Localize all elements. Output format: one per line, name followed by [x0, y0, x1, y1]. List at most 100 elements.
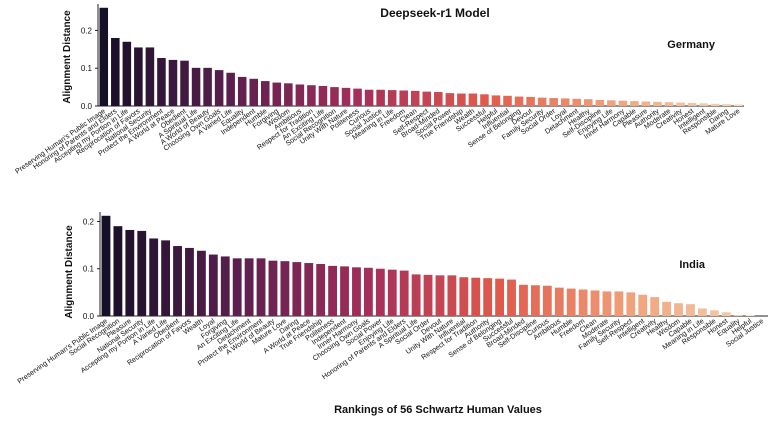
bar — [161, 240, 171, 316]
bar — [208, 254, 218, 316]
bar — [491, 95, 501, 106]
bar — [674, 303, 683, 316]
bar — [237, 76, 247, 106]
bar — [249, 78, 258, 106]
bar — [272, 82, 282, 106]
bar — [471, 277, 481, 316]
bar — [387, 269, 397, 316]
bar — [468, 93, 478, 106]
bar — [363, 267, 373, 316]
bar — [387, 90, 397, 106]
bar — [686, 304, 695, 316]
bar — [180, 60, 189, 106]
bar — [157, 58, 166, 106]
bar — [399, 270, 409, 316]
india-chart: India Alignment Distance 0.0 0.1 0.2 Preser… — [15, 212, 768, 386]
bar — [602, 291, 612, 316]
figure-title: Deepseek-r1 Model — [380, 6, 489, 20]
bar — [578, 289, 588, 316]
bar — [411, 274, 421, 316]
bar — [584, 99, 593, 106]
bar — [284, 83, 293, 106]
bar — [733, 315, 743, 316]
bar — [137, 230, 147, 316]
bar — [687, 102, 697, 106]
bar — [134, 47, 143, 106]
bar — [423, 274, 433, 316]
bar — [122, 41, 132, 106]
y-tick-label: 0.2 — [83, 217, 95, 226]
bar — [232, 258, 242, 316]
bar — [220, 256, 230, 316]
bar — [526, 96, 535, 106]
bar — [650, 297, 660, 316]
bar — [566, 288, 576, 316]
bar — [352, 267, 361, 316]
bar — [173, 246, 182, 316]
bar — [196, 250, 206, 316]
bar — [410, 90, 420, 106]
bar — [145, 47, 155, 106]
germany-chart: Germany Alignment Distance 0.00.10.2Pres… — [13, 4, 744, 176]
y-tick-label: 0.1 — [81, 64, 93, 73]
bar — [99, 7, 109, 107]
bar — [445, 93, 455, 106]
bar — [483, 278, 493, 316]
bar — [733, 104, 743, 106]
bar — [542, 285, 552, 316]
bar — [203, 67, 212, 106]
bar — [641, 101, 651, 106]
bar — [376, 89, 385, 106]
bar — [111, 38, 120, 106]
bar — [495, 278, 505, 316]
bar — [125, 229, 135, 316]
bar — [447, 275, 457, 316]
bar — [328, 265, 338, 316]
bar — [721, 312, 731, 316]
bar — [618, 100, 628, 106]
bar — [459, 277, 469, 316]
bar — [626, 292, 636, 316]
y-tick-label: 0.2 — [81, 26, 93, 35]
bar — [662, 301, 672, 316]
bar — [292, 262, 302, 316]
bar — [537, 97, 547, 106]
bar — [710, 103, 720, 106]
bar — [699, 103, 708, 106]
bar — [514, 96, 524, 106]
bar — [304, 263, 314, 316]
bar — [399, 90, 408, 106]
bar — [595, 99, 605, 106]
bar — [614, 291, 624, 316]
bar — [214, 70, 224, 106]
bar — [554, 287, 564, 316]
bar — [244, 258, 254, 316]
bar — [341, 87, 351, 106]
bar — [191, 67, 201, 106]
bar — [226, 72, 235, 106]
bar — [560, 98, 570, 106]
bar — [316, 264, 326, 316]
bar — [607, 100, 616, 106]
bar — [113, 226, 123, 316]
bar — [503, 95, 512, 106]
bar — [149, 238, 159, 316]
bar — [722, 104, 731, 106]
bar — [530, 285, 540, 316]
bar — [307, 85, 316, 106]
bar — [340, 266, 349, 316]
bar — [375, 268, 385, 316]
bar — [630, 101, 639, 106]
bar — [709, 310, 719, 316]
y-axis-label-germany: Alignment Distance — [62, 10, 73, 104]
bar — [318, 85, 328, 106]
bar — [268, 260, 278, 316]
bar — [422, 91, 432, 106]
chart-label-india: India — [679, 259, 706, 271]
bar — [280, 261, 290, 316]
bar — [261, 81, 270, 106]
y-axis-label-india: Alignment Distance — [64, 225, 75, 319]
bar — [664, 102, 674, 106]
bar — [519, 284, 528, 316]
